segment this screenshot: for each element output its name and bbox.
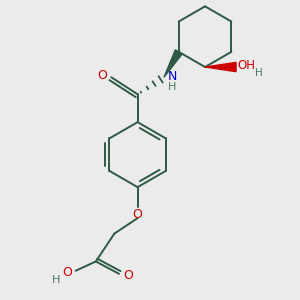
Polygon shape [164, 50, 182, 77]
Text: O: O [133, 208, 142, 220]
Text: O: O [123, 269, 133, 282]
Text: H: H [255, 68, 263, 78]
Polygon shape [205, 62, 236, 72]
Text: N: N [168, 70, 177, 83]
Text: O: O [62, 266, 72, 279]
Text: O: O [98, 69, 108, 82]
Text: H: H [168, 82, 176, 92]
Text: OH: OH [237, 59, 255, 72]
Text: H: H [52, 275, 60, 285]
